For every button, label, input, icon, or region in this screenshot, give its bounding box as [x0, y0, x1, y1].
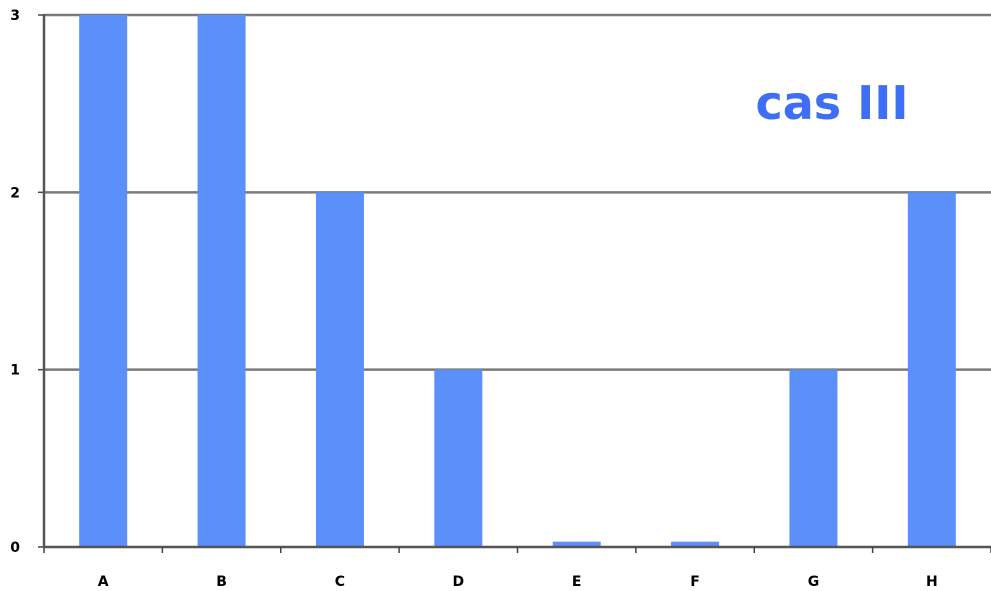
y-tick-label: 1	[10, 363, 20, 379]
x-tick-label: C	[335, 574, 345, 590]
x-tick-label: F	[690, 574, 700, 590]
y-tick-label: 2	[10, 185, 20, 201]
y-tick-label: 0	[10, 540, 20, 556]
x-tick-label: H	[926, 574, 938, 590]
bar-G	[789, 369, 838, 547]
bar-E	[552, 541, 601, 547]
x-tick-label: G	[808, 574, 820, 590]
bar-B	[197, 15, 246, 547]
x-tick-label: A	[98, 574, 109, 590]
axes	[38, 14, 991, 553]
x-tick-label: E	[572, 574, 582, 590]
y-tick-label: 3	[10, 8, 20, 24]
chart-title: cas III	[755, 76, 908, 130]
bar-A	[79, 15, 128, 547]
bars	[79, 15, 956, 548]
bar-F	[671, 541, 720, 547]
x-tick-label: B	[216, 574, 227, 590]
tick-labels: 0 1 2 3 A B C D E F G H	[10, 8, 937, 590]
bar-D	[434, 369, 483, 547]
gridlines	[44, 13, 991, 371]
x-tick-label: D	[453, 574, 465, 590]
bar-H	[907, 192, 956, 548]
bar-C	[315, 192, 364, 548]
